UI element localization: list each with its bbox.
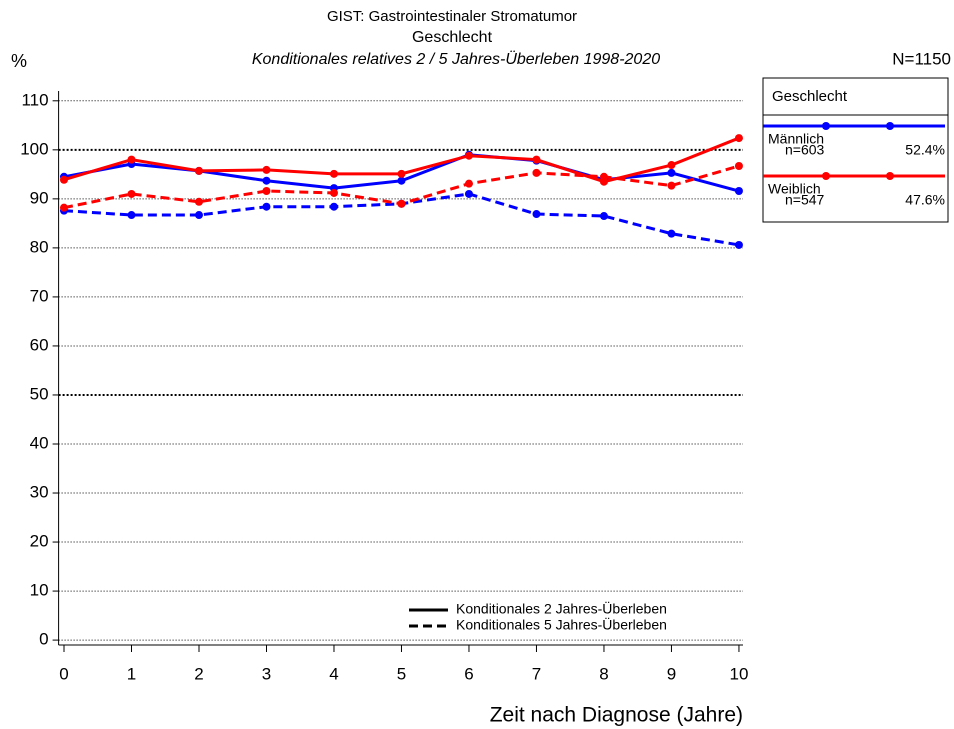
y-tick-label: 60 — [30, 335, 49, 354]
chart-title: GIST: Gastrointestinaler Stromatumor — [327, 8, 577, 25]
legend-share: 52.4% — [905, 142, 945, 158]
data-point — [59, 175, 68, 184]
x-tick-label: 4 — [329, 664, 338, 683]
y-axis-label: % — [11, 51, 27, 71]
legend-dot — [886, 172, 894, 180]
legend-count: n=603 — [785, 142, 825, 158]
legend-label: Weiblich — [768, 181, 821, 197]
y-tick-label: 50 — [30, 384, 49, 403]
y-tick-label: 10 — [30, 581, 49, 600]
legend-box — [762, 77, 949, 223]
x-tick-label: 10 — [729, 664, 748, 683]
data-point — [397, 176, 406, 185]
style-legend-label: Konditionales 2 Jahres-Überleben — [456, 600, 667, 617]
data-point — [194, 166, 203, 175]
data-point — [532, 168, 541, 177]
data-point — [734, 134, 743, 143]
data-point — [464, 151, 473, 160]
data-point — [127, 211, 136, 220]
legend-count: n=547 — [785, 192, 825, 208]
data-point — [194, 211, 203, 220]
x-tick-label: 6 — [464, 664, 473, 683]
y-tick-label: 20 — [30, 532, 49, 551]
x-tick-label: 3 — [262, 664, 271, 683]
y-tick-label: 80 — [30, 237, 49, 256]
legend-title: Geschlecht — [772, 88, 848, 105]
data-point — [262, 176, 271, 185]
x-tick-label: 7 — [532, 664, 541, 683]
data-point — [127, 155, 136, 164]
x-tick-label: 2 — [194, 664, 203, 683]
data-point — [667, 181, 676, 190]
x-axis-label: Zeit nach Diagnose (Jahre) — [490, 704, 743, 727]
data-point — [262, 187, 271, 196]
x-tick-label: 9 — [667, 664, 676, 683]
y-tick-label: 40 — [30, 433, 49, 452]
data-point — [599, 212, 608, 221]
x-tick-label: 8 — [599, 664, 608, 683]
data-point — [59, 203, 68, 212]
data-point — [464, 189, 473, 198]
x-tick-label: 1 — [127, 664, 136, 683]
chart-subtitle: Konditionales relatives 2 / 5 Jahres-Übe… — [252, 50, 660, 68]
data-point — [532, 155, 541, 164]
data-point — [329, 169, 338, 178]
legend-dot — [822, 172, 830, 180]
legend-label: Männlich — [768, 131, 824, 147]
data-point — [262, 165, 271, 174]
y-tick-label: 0 — [39, 630, 48, 649]
y-tick-label: 70 — [30, 286, 49, 305]
y-tick-label: 30 — [30, 483, 49, 502]
data-point — [667, 161, 676, 170]
data-point — [329, 188, 338, 197]
data-point — [397, 169, 406, 178]
x-tick-label: 5 — [397, 664, 406, 683]
y-tick-label: 110 — [21, 90, 48, 109]
legend-dot — [886, 122, 894, 130]
legend-dot — [822, 122, 830, 130]
data-point — [262, 202, 271, 211]
data-point — [127, 189, 136, 198]
data-point — [734, 162, 743, 171]
data-point — [397, 199, 406, 208]
style-legend-label: Konditionales 5 Jahres-Überleben — [456, 616, 667, 633]
x-tick-label: 0 — [59, 664, 68, 683]
data-point — [734, 187, 743, 196]
data-point — [329, 202, 338, 211]
y-tick-label: 90 — [30, 188, 49, 207]
chart-subtitle: Geschlecht — [412, 29, 493, 46]
legend-share: 47.6% — [905, 192, 945, 208]
data-point — [532, 210, 541, 219]
y-tick-label: 100 — [20, 139, 48, 158]
data-point — [734, 240, 743, 249]
total-count: N=1150 — [892, 49, 951, 68]
data-point — [464, 179, 473, 188]
data-point — [667, 168, 676, 177]
data-point — [599, 172, 608, 181]
data-point — [194, 197, 203, 206]
data-point — [667, 229, 676, 238]
